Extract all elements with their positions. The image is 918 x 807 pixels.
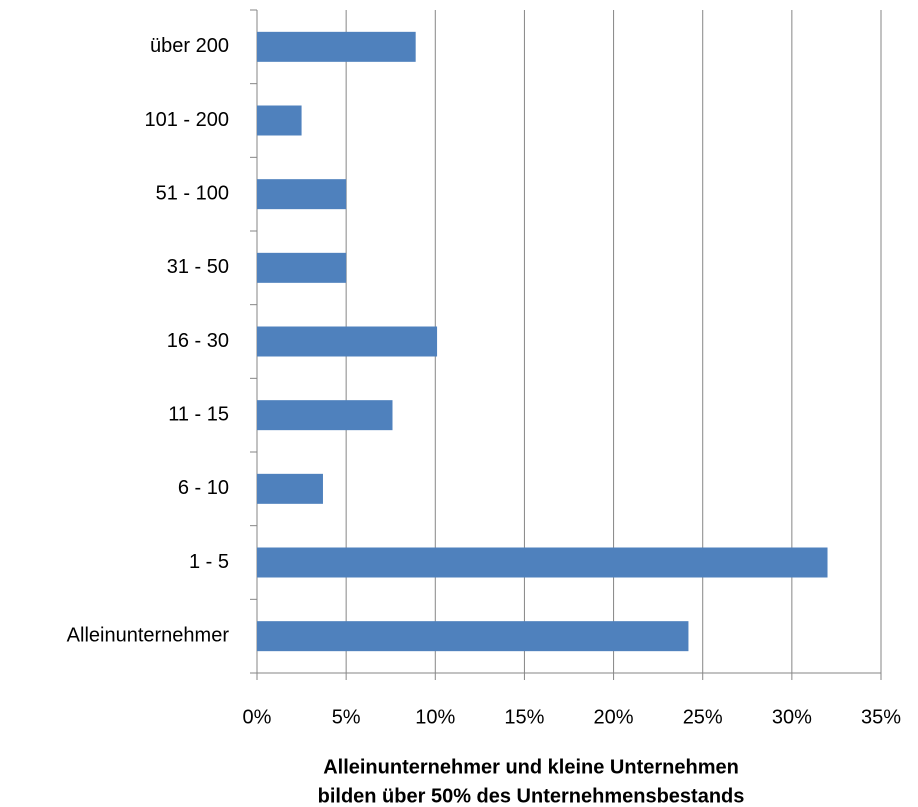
x-tick-label: 25% [683,706,723,728]
bar [257,547,828,578]
bar [257,621,689,652]
y-tick-label: 11 - 15 [168,403,229,425]
bar [257,31,416,62]
bar [257,473,323,504]
x-tick-label: 10% [415,706,455,728]
y-tick-label: 6 - 10 [178,477,229,499]
bar [257,105,302,136]
y-tick-label: Alleinunternehmer [67,624,230,646]
bar [257,400,393,431]
x-tick-label: 15% [504,706,544,728]
x-tick-label: 5% [332,706,361,728]
y-tick-label: 1 - 5 [189,551,229,573]
bar [257,252,347,283]
chart-title: Alleinunternehmer und kleine Unternehmen [323,756,739,778]
y-tick-label: 16 - 30 [167,330,229,352]
x-tick-label: 30% [772,706,812,728]
y-tick-label: über 200 [150,35,229,57]
y-tick-label: 31 - 50 [167,256,229,278]
bar [257,179,347,210]
bar [257,326,438,357]
x-tick-label: 35% [861,706,901,728]
chart-title: bilden über 50% des Unternehmensbestands [318,785,745,807]
x-tick-label: 20% [594,706,634,728]
x-tick-label: 0% [243,706,272,728]
y-tick-label: 101 - 200 [144,109,229,131]
y-tick-label: 51 - 100 [156,182,229,204]
